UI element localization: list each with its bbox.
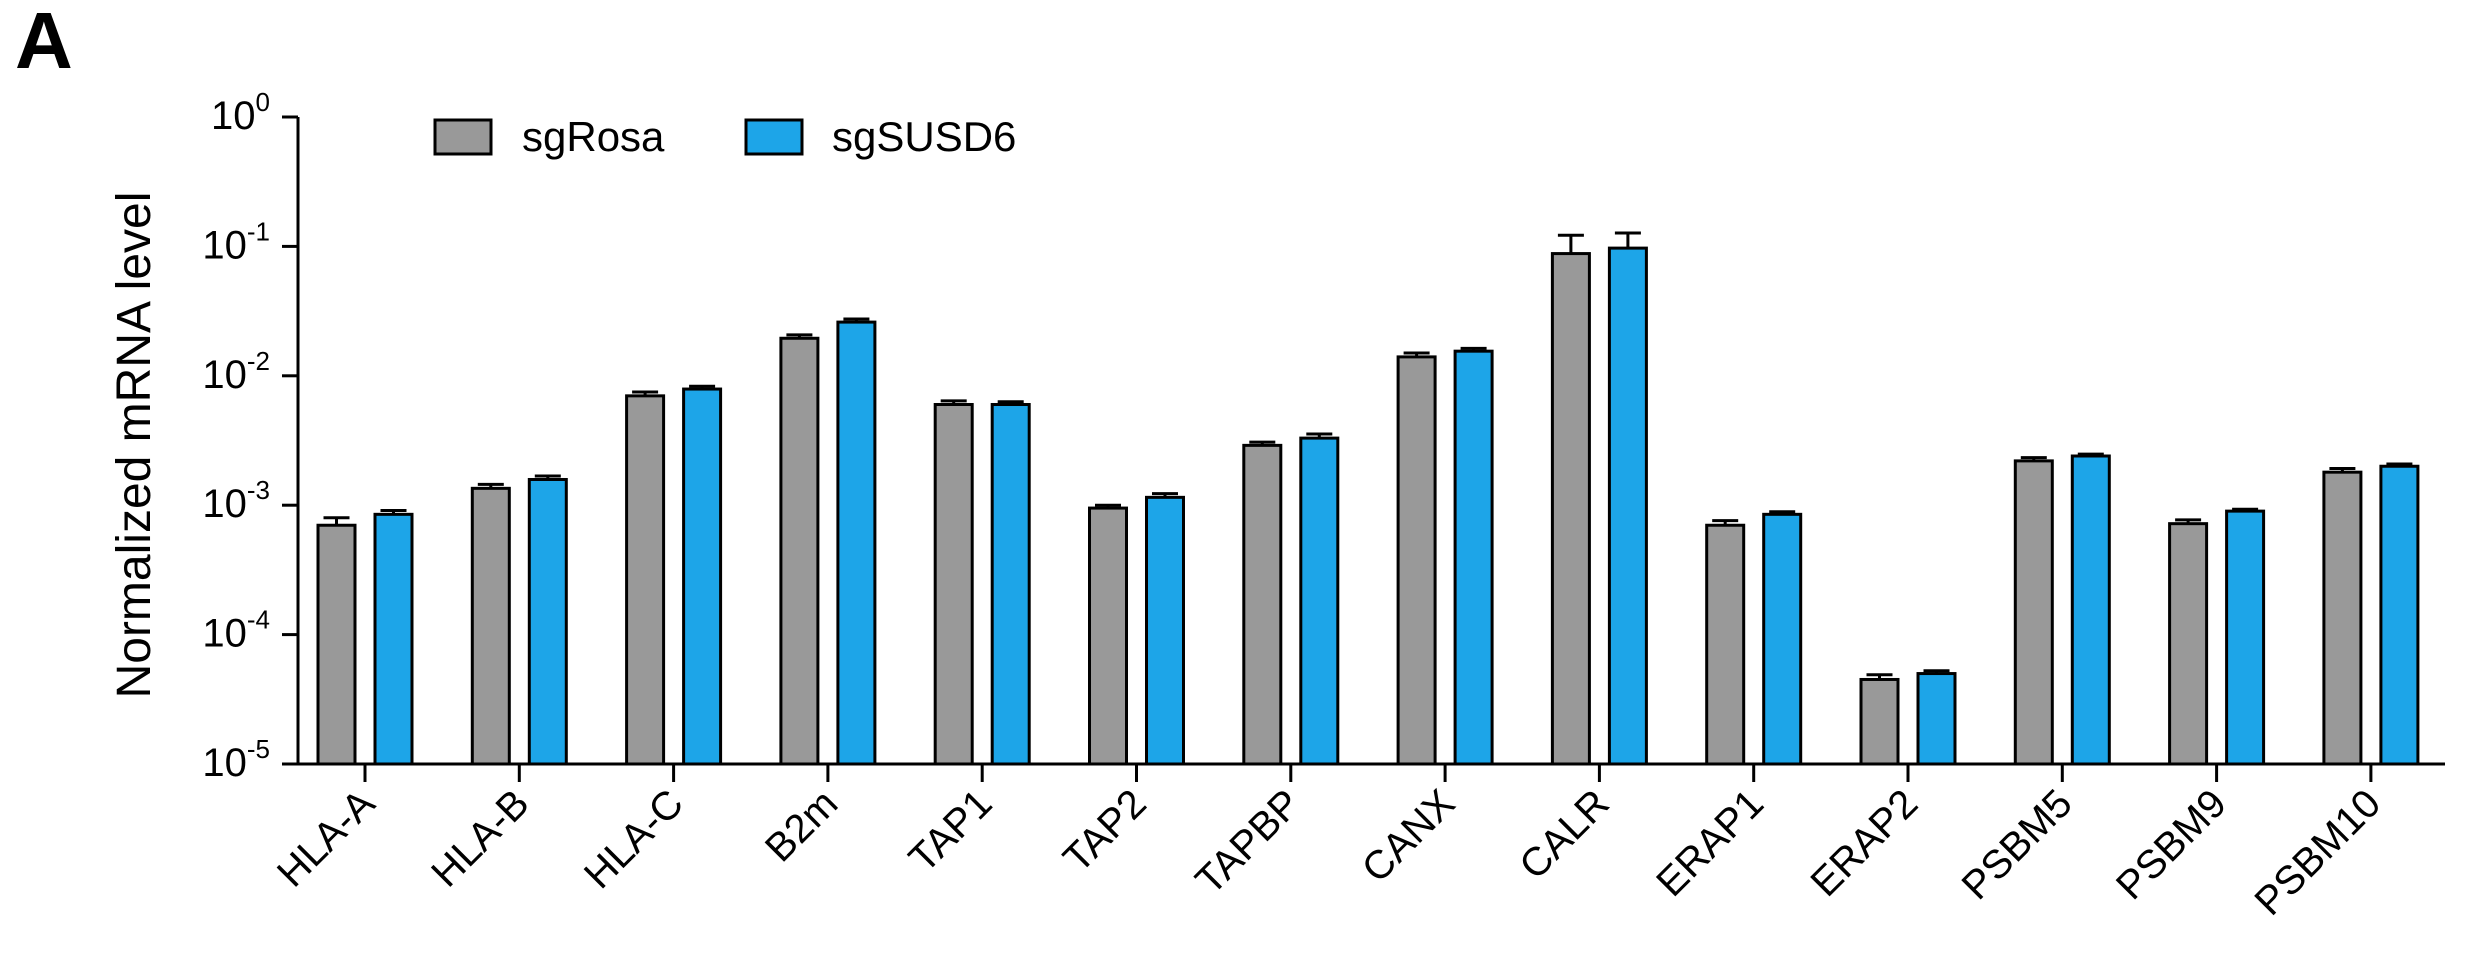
error-bar-psbm9-sgrosa xyxy=(2175,518,2202,524)
bar-hla-c-sgrosa xyxy=(625,394,666,766)
error-bar-psbm10-sgrosa xyxy=(2329,467,2356,473)
x-tick-label-psbm5: PSBM5 xyxy=(1954,781,2081,908)
y-tick-label: 100 xyxy=(211,87,270,138)
error-bar-tap1-sgrosa xyxy=(940,399,967,405)
legend-label-sgsusd6: sgSUSD6 xyxy=(832,113,1016,160)
error-bar-canx-sgrosa xyxy=(1403,351,1430,357)
y-tick-label: 10-4 xyxy=(202,605,270,656)
x-tick-label-erap1: ERAP1 xyxy=(1648,781,1772,905)
error-bar-calr-sgrosa xyxy=(1557,233,1584,254)
x-tick-label-hla-c: HLA-C xyxy=(576,781,692,897)
x-tick-label-hla-a: HLA-A xyxy=(269,781,384,896)
error-bar-canx-sgsusd6 xyxy=(1460,346,1487,352)
bar-psbm10-sgrosa xyxy=(2322,470,2363,766)
y-tick-label: 10-5 xyxy=(202,734,270,785)
bar-hla-b-sgrosa xyxy=(470,486,511,766)
bar-tap1-sgrosa xyxy=(933,403,974,766)
x-tick-label-b2m: B2m xyxy=(757,781,846,870)
error-bar-tapbp-sgrosa xyxy=(1249,440,1276,446)
legend: sgRosa sgSUSD6 xyxy=(433,113,1016,160)
error-bar-erap1-sgrosa xyxy=(1712,519,1739,526)
error-bar-hla-b-sgsusd6 xyxy=(534,474,561,480)
error-bar-calr-sgsusd6 xyxy=(1614,231,1641,249)
bar-tap1-sgsusd6 xyxy=(990,403,1031,766)
x-tick-label-tap1: TAP1 xyxy=(901,781,1001,881)
error-bar-erap2-sgsusd6 xyxy=(1923,669,1950,674)
y-ticks-group: 100 10-1 10-2 10-3 10-4 10-5 xyxy=(202,87,298,785)
error-bar-psbm5-sgrosa xyxy=(2020,456,2047,461)
bar-hla-a-sgrosa xyxy=(316,523,357,766)
bar-erap2-sgrosa xyxy=(1859,677,1900,766)
bar-hla-b-sgsusd6 xyxy=(527,477,568,766)
bar-hla-c-sgsusd6 xyxy=(682,387,723,766)
x-tick-label-calr: CALR xyxy=(1511,781,1618,888)
error-bar-psbm5-sgsusd6 xyxy=(2077,452,2104,457)
x-tick-label-canx: CANX xyxy=(1354,781,1464,891)
error-bar-tap2-sgrosa xyxy=(1095,503,1121,509)
bar-psbm5-sgrosa xyxy=(2013,459,2054,766)
bar-calr-sgrosa xyxy=(1550,252,1591,766)
error-bar-psbm10-sgsusd6 xyxy=(2386,462,2413,467)
bar-erap2-sgsusd6 xyxy=(1916,672,1957,766)
bar-hla-a-sgsusd6 xyxy=(373,512,414,766)
y-tick-label: 10-3 xyxy=(202,475,270,526)
x-tick-label-tap2: TAP2 xyxy=(1055,781,1155,881)
error-bar-tap1-sgsusd6 xyxy=(997,400,1024,405)
error-bars-group xyxy=(323,231,2413,680)
legend-item-sgrosa: sgRosa xyxy=(433,113,665,160)
bar-psbm9-sgrosa xyxy=(2168,522,2209,766)
bar-b2m-sgsusd6 xyxy=(836,320,877,766)
error-bar-hla-c-sgrosa xyxy=(632,390,659,396)
legend-swatch-sgsusd6 xyxy=(744,118,804,156)
error-bar-psbm9-sgsusd6 xyxy=(2232,507,2259,512)
error-bar-hla-b-sgrosa xyxy=(477,482,504,489)
bar-canx-sgrosa xyxy=(1396,355,1437,766)
panel-label: A xyxy=(15,0,73,85)
bar-psbm9-sgsusd6 xyxy=(2225,509,2266,766)
bar-psbm10-sgsusd6 xyxy=(2379,464,2420,766)
bar-erap1-sgrosa xyxy=(1705,523,1746,766)
x-tick-label-psbm9: PSBM9 xyxy=(2108,781,2235,908)
bar-calr-sgsusd6 xyxy=(1607,246,1648,766)
error-bar-tap2-sgsusd6 xyxy=(1152,492,1178,498)
x-tick-label-tapbp: TAPBP xyxy=(1187,781,1309,903)
y-axis-label: Normalized mRNA level xyxy=(108,192,161,699)
bars-group xyxy=(316,246,2420,766)
bar-tap2-sgrosa xyxy=(1088,506,1128,766)
legend-label-sgrosa: sgRosa xyxy=(522,113,665,160)
bar-tapbp-sgsusd6 xyxy=(1299,436,1340,766)
error-bar-erap2-sgrosa xyxy=(1866,673,1893,680)
error-bar-hla-a-sgsusd6 xyxy=(380,509,407,515)
bar-psbm5-sgsusd6 xyxy=(2070,454,2111,766)
legend-item-sgsusd6: sgSUSD6 xyxy=(744,113,1016,160)
bar-canx-sgsusd6 xyxy=(1453,349,1494,766)
bar-b2m-sgrosa xyxy=(779,336,820,766)
error-bar-tapbp-sgsusd6 xyxy=(1306,432,1333,439)
legend-swatch-sgrosa xyxy=(433,118,493,156)
error-bar-erap1-sgsusd6 xyxy=(1769,510,1796,515)
x-ticks-group: HLA-A HLA-B HLA-C B2m TAP1 TAP2 TAPBP CANX CALR E… xyxy=(269,764,2389,924)
x-tick-label-hla-b: HLA-B xyxy=(423,781,537,895)
bar-tapbp-sgrosa xyxy=(1242,443,1283,766)
x-tick-label-psbm10: PSBM10 xyxy=(2247,781,2390,924)
error-bar-hla-a-sgrosa xyxy=(323,516,350,526)
error-bar-b2m-sgsusd6 xyxy=(843,317,870,323)
bar-tap2-sgsusd6 xyxy=(1145,495,1185,766)
error-bar-hla-c-sgsusd6 xyxy=(689,384,716,390)
x-tick-label-erap2: ERAP2 xyxy=(1802,781,1926,905)
y-tick-label: 10-1 xyxy=(202,216,270,267)
bar-erap1-sgsusd6 xyxy=(1762,512,1803,766)
error-bar-b2m-sgrosa xyxy=(786,333,813,339)
y-tick-label: 10-2 xyxy=(202,346,270,397)
